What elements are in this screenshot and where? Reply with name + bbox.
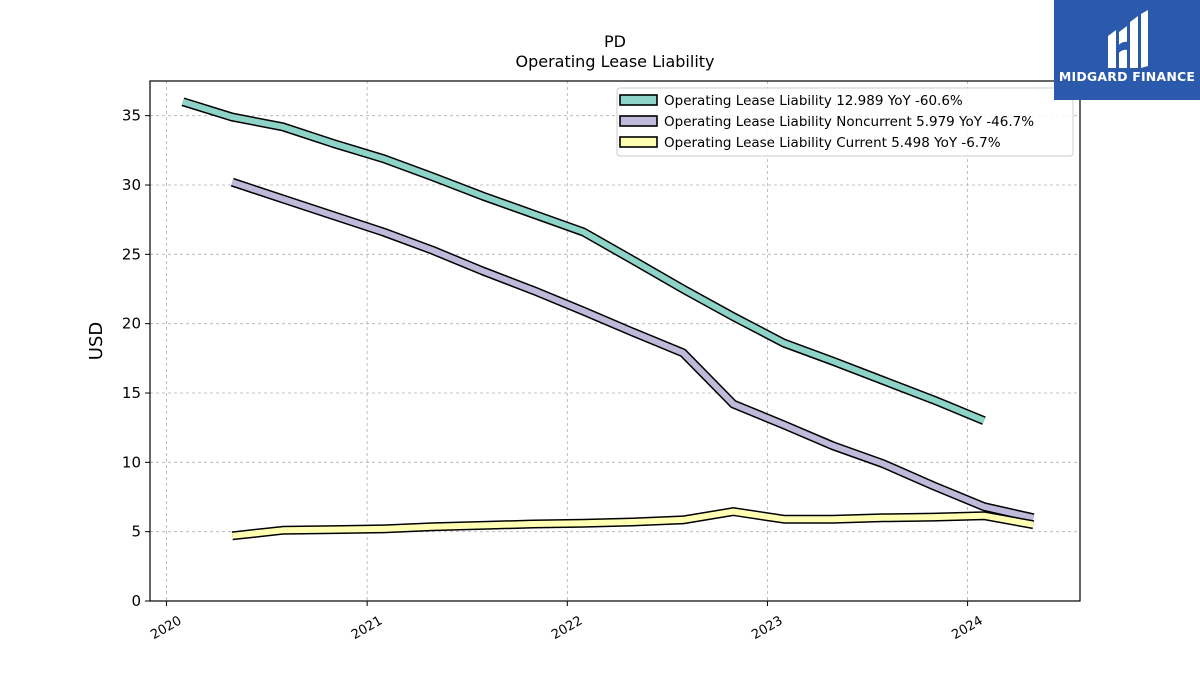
chart-subtitle: Operating Lease Liability <box>515 52 715 71</box>
logo-text: MIDGARD FINANCE <box>1058 69 1196 84</box>
plot-frame <box>149 80 1081 602</box>
legend-swatch-3 <box>619 136 658 148</box>
y-tick-label: 20 <box>122 315 141 333</box>
y-tick-label: 5 <box>131 523 141 541</box>
logo-mark-icon <box>1108 10 1148 68</box>
y-tick-label: 25 <box>122 245 141 263</box>
x-tick-label: 2023 <box>749 613 785 643</box>
x-tick-label: 2022 <box>549 613 585 643</box>
chart-title: PD <box>604 32 626 51</box>
y-tick-label: 0 <box>131 592 141 610</box>
legend-box <box>616 87 1074 157</box>
x-tick-label: 2024 <box>949 613 985 643</box>
legend-label-2: Operating Lease Liability Noncurrent 5.9… <box>664 114 1034 130</box>
x-tick-label: 2021 <box>349 613 385 643</box>
legend-label-3: Operating Lease Liability Current 5.498 … <box>664 135 1001 151</box>
x-tick-label: 2020 <box>148 613 184 643</box>
legend-swatch-2 <box>619 115 658 127</box>
series-line-outline-2 <box>230 177 1035 523</box>
y-tick-label: 15 <box>122 384 141 402</box>
legend-label-1: Operating Lease Liability 12.989 YoY -60… <box>664 93 963 109</box>
midgard-finance-logo: MIDGARD FINANCE <box>1054 0 1200 100</box>
y-axis-label: USD <box>86 322 107 360</box>
legend-swatch-1 <box>619 94 658 106</box>
y-tick-label: 35 <box>122 107 141 125</box>
series-line-3 <box>231 508 1034 539</box>
series-line-2 <box>231 179 1035 521</box>
y-tick-label: 10 <box>122 453 141 471</box>
series-line-1 <box>182 98 986 424</box>
y-tick-label: 30 <box>122 176 141 194</box>
